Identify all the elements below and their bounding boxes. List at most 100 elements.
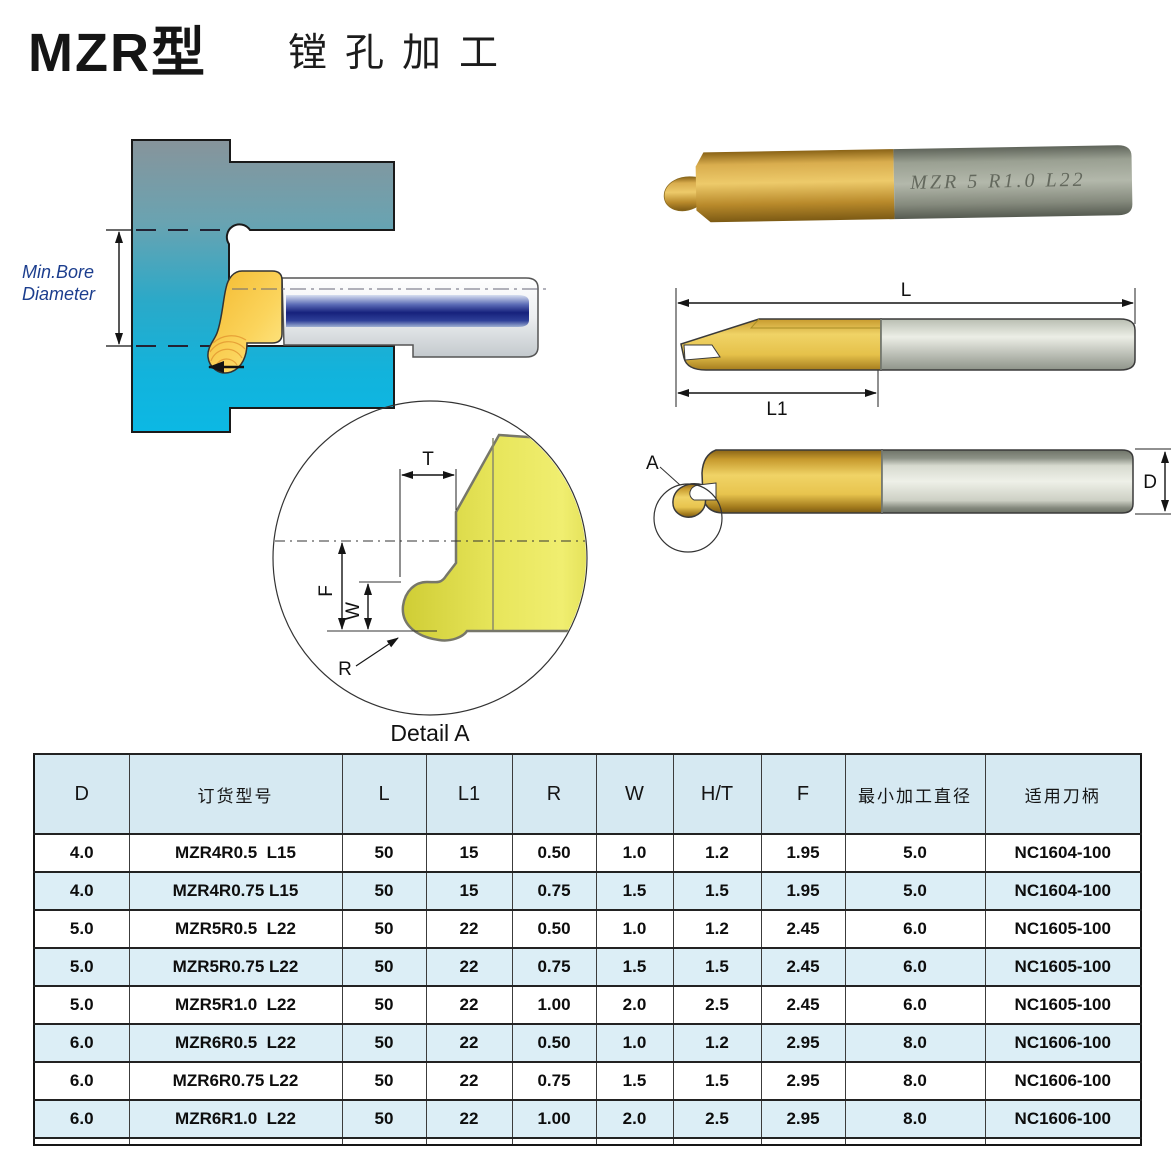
cell: 2.45 <box>760 985 846 1025</box>
insert-tip-profile <box>401 433 586 642</box>
cell: 5.0 <box>33 947 130 987</box>
cell: 5.0 <box>844 833 986 873</box>
table-row: 6.0 MZR6R1.0 L22 50 22 1.00 2.0 2.5 2.95 8.0 NC16… <box>33 1099 1142 1139</box>
cell: 1.2 <box>672 833 762 873</box>
cell <box>128 1137 343 1145</box>
cell: 0.50 <box>511 1023 597 1063</box>
photo-gold-section <box>695 149 895 223</box>
cell: 6.0 <box>844 985 986 1025</box>
page-title-model: MZR型 <box>28 23 207 83</box>
col-header-3: L1 <box>425 753 513 835</box>
cell: 4.0 <box>33 833 130 873</box>
table-row: 5.0 MZR5R1.0 L22 50 22 1.00 2.0 2.5 2.45 6.0 NC16… <box>33 985 1142 1025</box>
min-bore-label-line1: Min.Bore <box>22 262 94 282</box>
table-row: 6.0 MZR6R0.5 L22 50 22 0.50 1.0 1.2 2.95 8.0 NC16… <box>33 1023 1142 1063</box>
cell <box>760 1137 846 1145</box>
detail-a-caption: Detail A <box>390 720 470 746</box>
cell: 5.0 <box>844 871 986 911</box>
cell: 22 <box>425 985 513 1025</box>
cell: 2.95 <box>760 1023 846 1063</box>
dim-label-t: T <box>422 449 434 470</box>
cell: 22 <box>425 909 513 949</box>
detail-ref-label: A <box>646 453 659 474</box>
cell <box>33 1137 130 1145</box>
cell: MZR5R0.75 L22 <box>128 947 343 987</box>
dim-label-w: W <box>343 602 364 620</box>
table-row-partial <box>33 1137 1142 1145</box>
cell <box>672 1137 762 1145</box>
cell: 6.0 <box>844 947 986 987</box>
cell: 6.0 <box>33 1023 130 1063</box>
col-header-1: 订货型号 <box>128 753 343 835</box>
cell: 1.95 <box>760 871 846 911</box>
cell: NC1604-100 <box>984 871 1142 911</box>
col-header-5: W <box>595 753 674 835</box>
detail-a-reference-circle <box>653 483 723 553</box>
col-header-6: H/T <box>672 753 762 835</box>
tool-top-facet-line <box>749 318 881 329</box>
cell: 0.75 <box>511 947 597 987</box>
table-row: 4.0 MZR4R0.75 L15 50 15 0.75 1.5 1.5 1.95 5.0 NC1… <box>33 871 1142 911</box>
cell: 0.75 <box>511 871 597 911</box>
cell: NC1606-100 <box>984 1099 1142 1139</box>
cell: 2.45 <box>760 947 846 987</box>
r-leader-arrow <box>355 637 399 667</box>
cell: 1.95 <box>760 833 846 873</box>
cell: MZR5R1.0 L22 <box>128 985 343 1025</box>
dim-label-d: D <box>1143 472 1157 493</box>
col-header-9: 适用刀柄 <box>984 753 1142 835</box>
cell: 1.0 <box>595 909 674 949</box>
col-header-7: F <box>760 753 846 835</box>
cell <box>511 1137 597 1145</box>
tool-gold-front-side <box>701 449 883 514</box>
detail-a-view: T F W R Detail A <box>272 400 588 746</box>
cell: 22 <box>425 1023 513 1063</box>
cell: 50 <box>341 909 427 949</box>
col-header-0: D <box>33 753 130 835</box>
cell: 50 <box>341 1099 427 1139</box>
cell: 6.0 <box>33 1099 130 1139</box>
cell <box>984 1137 1142 1145</box>
min-bore-label-line2: Diameter <box>22 284 96 304</box>
cell: 50 <box>341 947 427 987</box>
cell: NC1606-100 <box>984 1061 1142 1101</box>
photo-engraving-text: MZR 5 R1.0 L22 <box>909 169 1086 194</box>
table-header-row: D 订货型号 L L1 R W H/T F 最小加工直径 适用刀柄 <box>33 753 1142 835</box>
cell: 0.50 <box>511 833 597 873</box>
cell: 1.5 <box>672 1061 762 1101</box>
cell: 50 <box>341 1023 427 1063</box>
cell: 22 <box>425 1099 513 1139</box>
length-dimension-drawing: L L1 <box>675 280 1136 420</box>
table-row: 4.0 MZR4R0.5 L15 50 15 0.50 1.0 1.2 1.95 5.0 NC16… <box>33 833 1142 873</box>
cell: 8.0 <box>844 1099 986 1139</box>
cell <box>595 1137 674 1145</box>
cell: 4.0 <box>33 871 130 911</box>
cell: 1.5 <box>595 947 674 987</box>
dim-label-f: F <box>316 585 337 597</box>
cell: 1.5 <box>672 871 762 911</box>
cell: NC1606-100 <box>984 1023 1142 1063</box>
tool-gray-shank <box>880 318 1136 371</box>
cell: 5.0 <box>33 985 130 1025</box>
detail-circle <box>272 400 588 716</box>
page-title-subtitle: 镗孔加工 <box>288 32 517 75</box>
cell: 1.5 <box>595 871 674 911</box>
cell: 50 <box>341 985 427 1025</box>
detail-ref-leader <box>659 466 681 486</box>
dim-label-l: L <box>901 280 912 301</box>
cell: 6.0 <box>844 909 986 949</box>
cell: 8.0 <box>844 1023 986 1063</box>
col-header-2: L <box>341 753 427 835</box>
cell: 2.5 <box>672 985 762 1025</box>
cell: 22 <box>425 1061 513 1101</box>
cell: 1.0 <box>595 1023 674 1063</box>
cell: 1.00 <box>511 985 597 1025</box>
tool-photo: MZR 5 R1.0 L22 <box>663 145 1133 223</box>
cell: 1.5 <box>595 1061 674 1101</box>
cell: 50 <box>341 1061 427 1101</box>
cell: 2.5 <box>672 1099 762 1139</box>
cell: 1.0 <box>595 833 674 873</box>
dim-label-r: R <box>338 659 352 680</box>
spec-table: D 订货型号 L L1 R W H/T F 最小加工直径 适用刀柄 4.0 MZR4R0.5 L15… <box>33 753 1142 1146</box>
